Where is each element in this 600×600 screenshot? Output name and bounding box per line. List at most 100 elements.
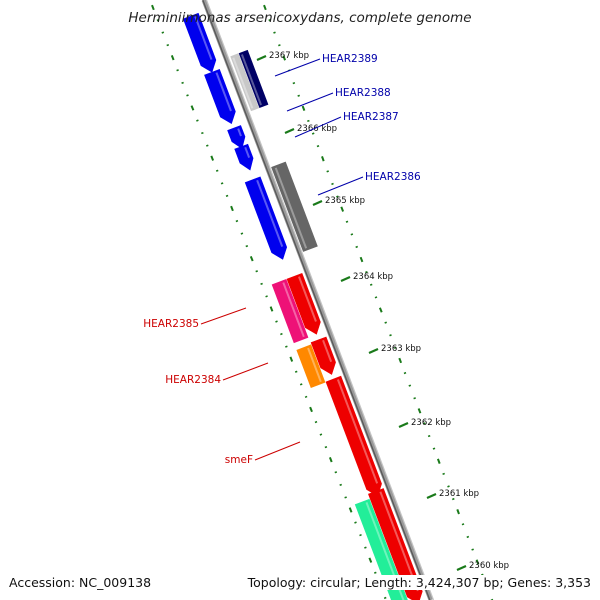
scale-tick-label: 2360 kbp (469, 561, 509, 571)
gene-features (182, 12, 423, 600)
guide-dot (340, 206, 345, 212)
gene-label: HEAR2384 (165, 374, 221, 386)
guide-dot (326, 170, 330, 173)
gene-feature-box (230, 53, 260, 112)
scale-tick (456, 564, 467, 572)
guide-dot (417, 408, 422, 414)
guide-dot (348, 507, 353, 513)
guide-dot (273, 31, 276, 34)
guide-dot (451, 497, 455, 501)
guide-dot (456, 509, 460, 515)
leader-line (274, 58, 321, 77)
guide-dot (249, 256, 254, 262)
guide-dot (307, 119, 310, 123)
scale-tick (368, 347, 379, 355)
guide-dot (176, 69, 179, 72)
guide-dot (339, 483, 343, 487)
guide-dot (427, 434, 431, 438)
guide-dot (225, 194, 229, 197)
guide-dot (384, 321, 388, 324)
guide-dot (334, 471, 338, 474)
guide-dot (355, 245, 359, 249)
guide-dot (205, 144, 209, 147)
label-leader-lines (200, 58, 364, 461)
guide-dot (316, 144, 320, 148)
guide-dot (344, 496, 347, 499)
guide-dot (282, 55, 287, 61)
guide-dot (319, 433, 323, 436)
guide-dot (359, 533, 362, 537)
guide-dot (408, 384, 412, 387)
guide-dot (378, 307, 383, 313)
guide-dot (471, 548, 474, 551)
gene-feature-arrow (227, 125, 246, 149)
guide-dot (374, 296, 378, 299)
guide-dot (220, 182, 224, 185)
dotted-guide-lines (151, 4, 494, 600)
scale-tick (340, 275, 351, 283)
guide-dot (321, 156, 325, 162)
scale-tick (426, 492, 437, 500)
gene-feature-arrow (204, 69, 236, 125)
guide-dot (186, 94, 189, 97)
guide-dot (196, 119, 199, 122)
leader-line (200, 307, 247, 325)
guide-dot (268, 18, 272, 22)
guide-dot (373, 571, 377, 574)
guide-dot (393, 346, 397, 350)
gene-feature-box (238, 49, 269, 108)
guide-dot (156, 18, 160, 22)
guide-dot (442, 472, 445, 475)
gene-feature-arrow (234, 143, 254, 171)
guide-dot (215, 169, 219, 172)
guide-dot (280, 332, 283, 336)
guide-dot (365, 271, 368, 274)
guide-dot (265, 295, 268, 298)
guide-dot (235, 219, 239, 223)
guide-dot (285, 345, 288, 348)
guide-dot (255, 270, 259, 273)
guide-dot (151, 4, 155, 11)
guide-dot (294, 370, 298, 373)
guide-dot (447, 485, 450, 488)
scale-tick (398, 421, 409, 429)
leader-line (294, 116, 342, 138)
gene-labels: HEAR2389 HEAR2388 HEAR2387 HEAR2386 HEAR2385… (143, 53, 421, 466)
guide-dot (166, 44, 170, 47)
guide-dot (413, 397, 416, 400)
scale-tick-label: 2364 kbp (353, 272, 393, 282)
guide-dot (309, 406, 313, 413)
guide-dot (328, 457, 333, 463)
guide-dot (297, 94, 301, 97)
scale-tick-label: 2365 kbp (325, 196, 365, 206)
gene-label: HEAR2387 (343, 111, 399, 123)
gene-feature-box (271, 161, 318, 252)
guide-dot (181, 81, 184, 85)
gene-feature-arrow (286, 273, 321, 335)
gene-feature-arrow (244, 176, 288, 260)
gene-feature-arrow (368, 488, 423, 600)
gene-feature-arrow (310, 336, 336, 375)
scale-tick (256, 54, 267, 62)
gene-feature-box (354, 498, 408, 600)
gene-feature-arrow (182, 12, 217, 73)
guide-dot (292, 82, 296, 85)
guide-dot (304, 395, 308, 399)
guide-dot (389, 334, 392, 337)
guide-dot (278, 44, 281, 47)
guide-dot (369, 283, 373, 286)
scale-ticks: 2367 kbp 2366 kbp 2365 kbp 2364 kbp 2363 kbp… (256, 51, 509, 572)
scale-tick-label: 2363 kbp (381, 344, 421, 354)
guide-dot (275, 320, 278, 323)
guide-dot (170, 55, 175, 61)
leader-line (222, 362, 269, 381)
guide-dot (336, 195, 339, 198)
guide-dot (289, 356, 294, 362)
guide-dot (331, 182, 334, 186)
scale-tick-label: 2362 kbp (411, 418, 451, 428)
guide-dot (461, 523, 465, 526)
guide-dot (314, 420, 318, 424)
genome-summary: Topology: circular; Length: 3,424,307 bp… (247, 575, 591, 590)
guide-dot (359, 256, 364, 263)
